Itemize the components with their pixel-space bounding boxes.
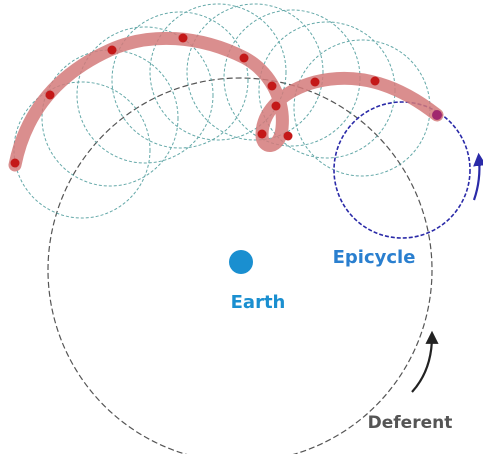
epicycle-rotation-arrow-icon: [472, 152, 483, 201]
path-point: [283, 131, 293, 141]
path-point: [45, 90, 55, 100]
ghost-epicycle: [13, 81, 151, 219]
path-point: [271, 101, 281, 111]
path-points: [10, 33, 380, 168]
path-point: [267, 81, 277, 91]
path-point: [178, 33, 188, 43]
planet-current-point: [432, 110, 442, 120]
earth-dot: [229, 250, 253, 274]
current-epicycle-circle: [333, 101, 471, 239]
ghost-epicycle: [293, 39, 431, 177]
deferent-circle: [47, 77, 433, 454]
path-point: [10, 158, 20, 168]
earth-label: Earth: [231, 292, 286, 313]
deferent-rotation-arrow-icon: [411, 330, 439, 393]
path-point: [370, 76, 380, 86]
path-point: [257, 129, 267, 139]
epicycle-label: Epicycle: [333, 247, 416, 268]
ghost-epicycle: [41, 49, 179, 187]
ghost-epicycle: [76, 26, 214, 164]
ghost-epicycle: [111, 11, 249, 149]
path-point: [310, 77, 320, 87]
ghost-epicycle: [149, 3, 287, 141]
path-point: [239, 53, 249, 63]
path-point: [107, 45, 117, 55]
deferent-label: Deferent: [368, 413, 453, 433]
ghost-epicycle: [186, 3, 324, 141]
